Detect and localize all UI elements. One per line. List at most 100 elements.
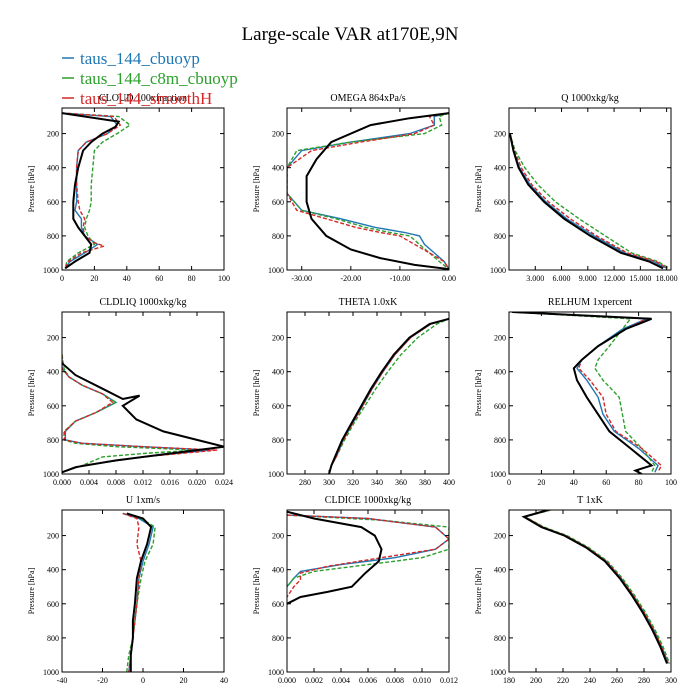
panel-3-ytick-label: 400: [494, 164, 506, 173]
panel-4-series-1-line: [62, 354, 211, 473]
panels-group: CLOUD 100xfraction Pressure [hPa] 0 20 40 60 8…: [27, 93, 678, 685]
panel-9-ytick-label: 800: [494, 634, 506, 643]
panel-3-series-2-line: [509, 133, 670, 269]
panel-2: OMEGA 864xPa/s Pressure [hPa] -30.00 -20.00…: [252, 93, 456, 283]
panel-9-title: T 1xK: [577, 495, 603, 506]
panel-3-xtick-label: 9.000: [579, 274, 597, 283]
panel-2-series-1-line: [287, 112, 449, 270]
panel-4-xtick-label: 0.008: [107, 478, 125, 487]
panel-5-xtick-label: 300: [323, 478, 335, 487]
panel-7-xtick-label: -40: [57, 676, 68, 685]
panel-2-title: OMEGA 864xPa/s: [330, 93, 405, 104]
panel-6-xtick-label: 80: [635, 478, 643, 487]
panel-1-series-1-line: [62, 112, 119, 269]
panel-6-ytick-label: 400: [494, 368, 506, 377]
panel-4-series-3-line: [62, 354, 218, 473]
panel-8: CLDICE 1000xkg/kg Pressure [hPa] 0.000 0.00…: [252, 495, 458, 685]
panel-2-ytick-label: 1000: [268, 266, 284, 275]
panel-5-ytick-label: 600: [272, 402, 284, 411]
panel-1-series-4-line: [62, 112, 121, 270]
panel-6-xtick-label: 100: [665, 478, 677, 487]
panel-9-series-4-line: [521, 510, 668, 664]
panel-7-frame: [61, 509, 225, 673]
panel-7: U 1xm/s Pressure [hPa] -40 -20 0 20 40 200 400 60…: [27, 495, 228, 685]
panel-1-xtick-label: 20: [90, 274, 98, 283]
panel-3-series-4-line: [509, 133, 664, 270]
panel-4-title: CLDLIQ 1000xkg/kg: [100, 297, 187, 308]
panel-2-ytick-label: 200: [272, 130, 284, 139]
panel-9-xtick-label: 260: [611, 676, 623, 685]
panel-1-series-2-line: [62, 112, 132, 269]
panel-6-ytick-label: 600: [494, 402, 506, 411]
panel-5-xtick-label: 340: [371, 478, 383, 487]
panel-9-xtick-label: 200: [530, 676, 542, 685]
panel-9-series-3-line: [523, 510, 669, 664]
panel-7-title: U 1xm/s: [126, 495, 160, 506]
panel-4-ytick-label: 800: [47, 436, 59, 445]
figure-title: Large-scale VAR at170E,9N: [242, 24, 459, 45]
panel-9-xtick-label: 300: [665, 676, 677, 685]
panel-9-xtick-label: 240: [584, 676, 596, 685]
panel-6-title: RELHUM 1xpercent: [548, 297, 632, 308]
panel-4-xtick-label: 0.004: [80, 478, 98, 487]
panel-3: Q 1000xkg/kg Pressure [hPa] 3.000 6.000 9.00…: [474, 93, 678, 283]
panel-7-ytick-label: 800: [47, 634, 59, 643]
panel-9: T 1xK Pressure [hPa] 180 200 220 240 260 280 300…: [474, 495, 677, 685]
panel-7-ytick-label: 1000: [43, 668, 59, 677]
panel-2-ytick-label: 600: [272, 198, 284, 207]
panel-8-ytick-label: 800: [272, 634, 284, 643]
panel-2-series-3-line: [287, 112, 449, 270]
panel-9-ytick-label: 200: [494, 532, 506, 541]
panel-6-series-4-line: [512, 312, 654, 474]
panel-8-series-4-line: [287, 510, 383, 605]
panel-3-title: Q 1000xkg/kg: [561, 93, 619, 104]
panel-4-ytick-label: 1000: [43, 470, 59, 479]
panel-4-series-4-line: [62, 362, 224, 474]
panel-8-xtick-label: 0.008: [386, 676, 404, 685]
panel-3-ytick-label: 800: [494, 232, 506, 241]
panel-1-xtick-label: 100: [218, 274, 230, 283]
panel-9-series-2-line: [523, 510, 671, 664]
panel-3-xtick-label: 15.000: [629, 274, 651, 283]
panel-1-ytick-label: 800: [47, 232, 59, 241]
panel-6-frame: [508, 311, 672, 475]
panel-4-xtick-label: 0.020: [188, 478, 206, 487]
panel-6-xtick-label: 0: [507, 478, 511, 487]
panel-4-ytick-label: 600: [47, 402, 59, 411]
panel-6: RELHUM 1xpercent Pressure [hPa] 0 20 40 60 80 1…: [474, 297, 677, 487]
panel-5-xtick-label: 380: [419, 478, 431, 487]
panel-4-xtick-label: 0.024: [215, 478, 233, 487]
panel-6-xtick-label: 20: [537, 478, 545, 487]
panel-7-xtick-label: 20: [180, 676, 188, 685]
panel-7-xtick-label: 0: [141, 676, 145, 685]
panel-6-xtick-label: 60: [602, 478, 610, 487]
panel-9-xtick-label: 280: [638, 676, 650, 685]
panel-3-ytick-label: 1000: [490, 266, 506, 275]
panel-5: THETA 1.0xK Pressure [hPa] 280 300 320 340 360…: [252, 297, 455, 487]
panel-1-title: CLOUD 100xfraction: [99, 93, 187, 104]
panel-3-xtick-label: 12.000: [603, 274, 625, 283]
panel-3-frame: [508, 107, 672, 271]
panel-4-ylabel: Pressure [hPa]: [27, 369, 36, 416]
panel-4-ytick-label: 400: [47, 368, 59, 377]
panel-9-series-1-line: [523, 510, 669, 664]
panel-4-xtick-label: 0.000: [53, 478, 71, 487]
panel-6-series-2-line: [512, 312, 656, 473]
panel-1-ytick-label: 600: [47, 198, 59, 207]
panel-5-series-4-line: [328, 317, 449, 474]
panel-1-series-3-line: [62, 112, 122, 269]
panel-2-ytick-label: 400: [272, 164, 284, 173]
panel-1: CLOUD 100xfraction Pressure [hPa] 0 20 40 60 8…: [27, 93, 230, 283]
panel-1-frame: [61, 107, 225, 271]
panel-5-series-1-line: [328, 318, 449, 474]
panel-8-series-3-line: [287, 514, 449, 598]
panel-4: CLDLIQ 1000xkg/kg Pressure [hPa] 0.000 0.00…: [27, 297, 233, 487]
panel-8-xtick-label: 0.006: [359, 676, 377, 685]
panel-9-ytick-label: 600: [494, 600, 506, 609]
panel-8-xtick-label: 0.010: [413, 676, 431, 685]
panel-2-series-4-line: [305, 112, 449, 270]
panel-8-series-2-line: [287, 514, 449, 588]
panel-9-ylabel: Pressure [hPa]: [474, 567, 483, 614]
panel-7-ytick-label: 600: [47, 600, 59, 609]
panel-7-ytick-label: 400: [47, 566, 59, 575]
